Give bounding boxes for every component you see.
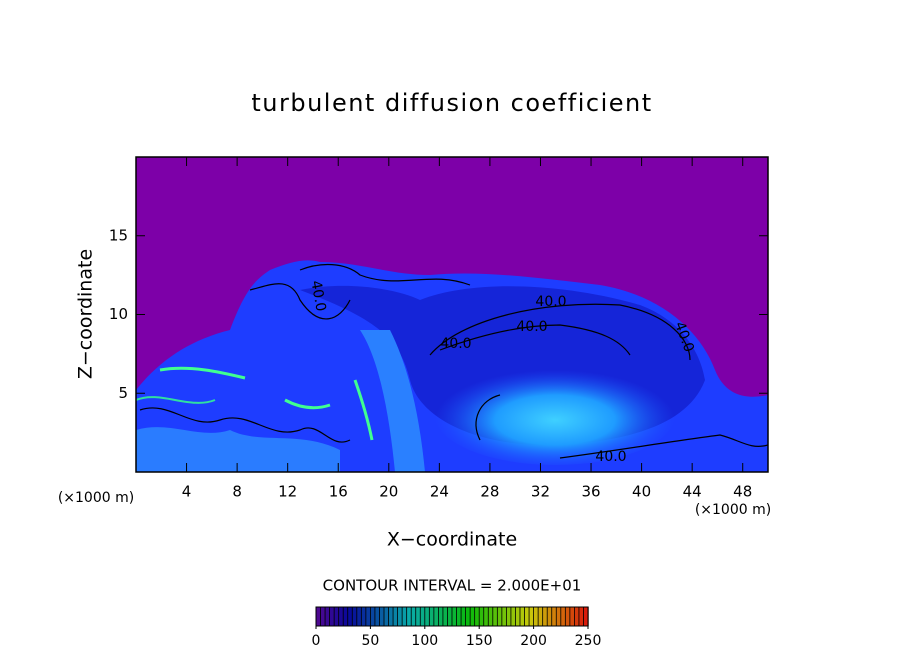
y-axis-label: Z−coordinate [75,249,97,379]
colorbar-cell [433,606,440,627]
contour-label: 40.0 [535,294,566,310]
colorbar-tick-label: 0 [312,633,321,649]
colorbar-cell [333,606,340,627]
colorbar-cell [510,606,517,627]
colorbar-cell [496,606,503,627]
x-tick-label: 28 [480,483,499,501]
contour-label: 40.0 [516,319,547,335]
colorbar-cell [451,606,458,627]
x-tick-label: 32 [531,483,550,501]
colorbar-cell [524,606,530,627]
colorbar-cell [315,606,322,627]
y-tick-label: 15 [109,226,128,244]
x-tick-label: 16 [329,483,348,501]
x-tick-label: 20 [379,483,398,501]
field [136,157,768,472]
x-tick-label: 8 [232,483,242,501]
colorbar-cell [537,606,544,627]
colorbar-tick-label: 50 [361,633,379,649]
x-tick-label: 40 [632,483,651,501]
x-tick-label: 24 [430,483,449,501]
colorbar-cell [379,606,385,627]
contour-label: 40.0 [595,449,626,465]
chart-title: turbulent diffusion coefficient [251,89,652,117]
x-axis-label: X−coordinate [387,529,517,551]
x-tick-label: 4 [182,483,192,501]
colorbar-cell [460,606,467,627]
contour-label: 40.0 [440,336,471,352]
colorbar-cell [392,606,399,627]
colorbar-cell [374,606,381,627]
colorbar-cell [442,606,449,627]
colorbar-cell [383,606,390,627]
colorbar-cell [329,606,335,627]
colorbar-cell [342,606,349,627]
colorbar-frame [315,606,589,627]
colorbar-tick-label: 250 [575,633,602,649]
colorbar-cell [469,606,476,627]
x-unit-label: (×1000 m) [695,502,771,518]
x-tick-label: 12 [278,483,297,501]
colorbar-cell [487,606,494,627]
colorbar-cell [474,606,480,627]
colorbar-cell [478,606,485,627]
colorbar-cell [347,606,353,627]
colorbar-cell [351,606,358,627]
colorbar-cell [428,606,435,627]
colorbar-cell [320,606,326,627]
colorbar-cell [356,606,363,627]
colorbar-cell [415,606,421,627]
colorbar-cell [542,606,548,627]
colorbar-cell [447,606,453,627]
x-tick-label: 48 [733,483,752,501]
colorbar-cell [560,606,567,627]
colorbar-tick-label: 150 [466,633,493,649]
colorbar-tick-label: 100 [411,633,438,649]
colorbar-cell [564,606,571,627]
colorbar-cell [419,606,426,627]
colorbar-cell [528,606,535,627]
x-unit-label: (×1000 m) [58,490,134,506]
colorbar-cell [388,606,394,627]
contour-label: 40.0 [307,279,328,312]
colorbar-cell [492,606,499,627]
colorbar-cell [324,606,331,627]
colorbar-cell [369,606,376,627]
colorbar-cell [397,606,403,627]
colorbar-cell [424,606,431,627]
colorbar-cell [555,606,562,627]
colorbar-cell [483,606,489,627]
y-tick-label: 10 [109,305,128,323]
colorbar-cell [519,606,526,627]
colorbar-cell [501,606,508,627]
colorbar-cell [465,606,471,627]
x-tick-label: 36 [581,483,600,501]
y-tick-label: 5 [118,384,128,402]
colorbar-cell [410,606,417,627]
colorbar-tick-label: 200 [520,633,547,649]
colorbar-cell [505,606,512,627]
colorbar-cell [456,606,462,627]
colorbar-cell [533,606,539,627]
colorbar-cell [365,606,372,627]
contour-interval: CONTOUR INTERVAL = 2.000E+01 [323,577,582,595]
colorbar-cell [406,606,412,627]
colorbar-cell [551,606,557,627]
x-tick-label: 44 [683,483,702,501]
colorbar-cell [578,606,585,627]
colorbar-cell [515,606,521,627]
colorbar-cell [437,606,444,627]
colorbar-cell [401,606,408,627]
colorbar-cell [574,606,580,627]
colorbar-cell [360,606,367,627]
colorbar-cell [546,606,553,627]
colorbar-cell [569,606,576,627]
colorbar-cell [338,606,344,627]
